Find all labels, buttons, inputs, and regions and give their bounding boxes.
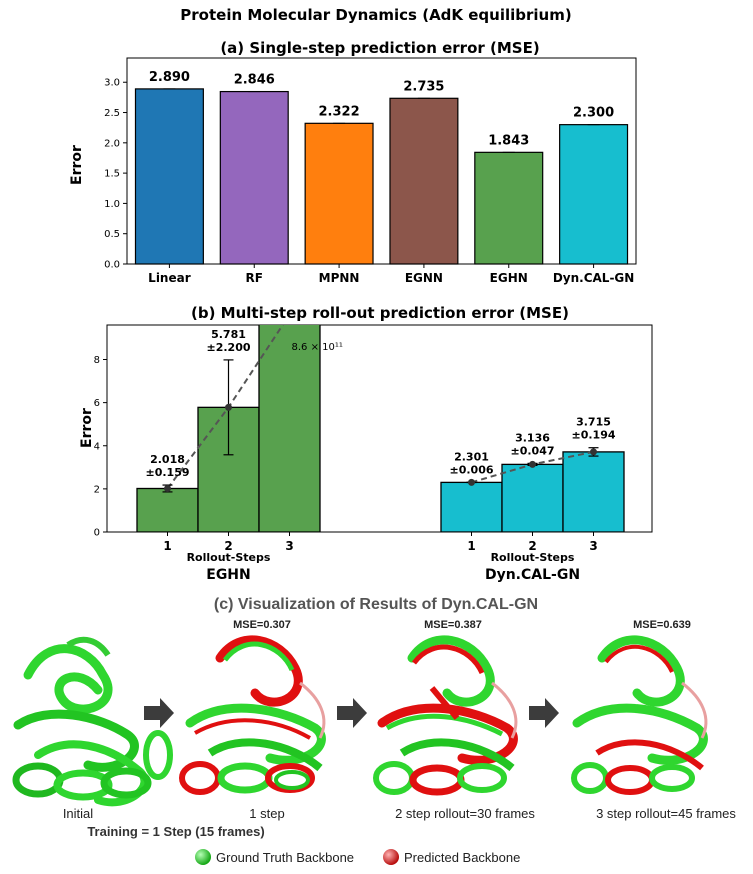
bar-error-label: ±2.200 (206, 341, 250, 354)
bar-value-label: 2.735 (403, 79, 444, 94)
figure-title: Protein Molecular Dynamics (AdK equilibr… (180, 6, 571, 24)
panel-b-title: (b) Multi-step roll-out prediction error… (191, 304, 569, 322)
bar (440, 481, 503, 532)
x-tick-label: Linear (148, 271, 191, 285)
bar-value-label: 2.301 (454, 450, 489, 463)
y-tick-label: 1.5 (104, 169, 120, 180)
bar-value-label: 3.136 (515, 431, 550, 444)
bar-value-label: 8.6 × 10¹¹ (292, 342, 343, 353)
bar (474, 151, 544, 265)
mse-label-3: MSE=0.639 (633, 619, 691, 631)
bar-value-label: 2.018 (150, 453, 185, 466)
arrow-icon (529, 698, 559, 728)
caption-initial: Initial (63, 806, 93, 821)
legend: Ground Truth Backbone Predicted Backbone (195, 849, 520, 865)
bar (501, 463, 564, 532)
panel-a-axes-frame (126, 57, 637, 265)
mse-label-1: MSE=0.307 (233, 619, 291, 631)
bar (219, 90, 289, 265)
data-point (529, 460, 536, 468)
group-xlabel: Rollout-Steps (491, 551, 575, 564)
x-tick-label: RF (246, 271, 263, 285)
y-tick-label: 2 (94, 484, 100, 495)
panel-c-title: (c) Visualization of Results of Dyn.CAL-… (214, 596, 538, 613)
legend-ground-truth-label: Ground Truth Backbone (216, 850, 354, 865)
arrow-icon (144, 698, 174, 728)
bar-error-label: ±0.194 (571, 429, 615, 442)
bar-error-label: ±0.006 (449, 463, 493, 476)
y-tick-label: 3.0 (104, 78, 120, 89)
x-tick-label: 1 (467, 539, 475, 553)
y-tick-label: 0.0 (104, 260, 120, 271)
caption-1-step: 1 step (249, 806, 284, 821)
x-tick-label: EGHN (490, 271, 528, 285)
y-tick-label: 4 (94, 441, 100, 452)
y-tick-label: 0.5 (104, 229, 120, 240)
y-tick-label: 0 (94, 528, 100, 539)
bar (258, 325, 321, 532)
bar-value-label: 1.843 (488, 133, 529, 148)
bar-value-label: 2.322 (319, 104, 360, 119)
bar (304, 122, 374, 265)
bar-error-label: ±0.047 (510, 444, 554, 457)
bar (136, 487, 199, 532)
bar (562, 451, 625, 532)
x-tick-label: 3 (589, 539, 597, 553)
bar-value-label: 3.715 (576, 416, 611, 429)
bar-value-label: 5.781 (211, 328, 246, 341)
y-tick-label: 1.0 (104, 199, 120, 210)
protein-3-step (571, 635, 708, 795)
protein-initial (12, 636, 173, 807)
x-tick-label: 2 (528, 539, 536, 553)
protein-1-step (179, 635, 326, 795)
x-tick-label: Dyn.CAL-GN (553, 271, 635, 285)
x-tick-label: 1 (163, 539, 171, 553)
x-tick-label: EGNN (405, 271, 443, 285)
bar (389, 97, 459, 265)
group-name: EGHN (206, 567, 251, 583)
data-point (225, 403, 232, 411)
arrow-icon (337, 698, 367, 728)
legend-ground-truth-marker (195, 849, 211, 865)
panel-b-axes-frame (106, 324, 653, 533)
caption-3-step: 3 step rollout=45 frames (596, 806, 736, 821)
y-tick-label: 6 (94, 398, 100, 409)
legend-predicted-marker (383, 849, 399, 865)
panel-a-ylabel: Error (69, 145, 85, 185)
panel-a-chart: 0.0 0.5 1.0 1.5 2.0 2.5 3.0 2.890 Linear 2.846 RF 2… (104, 57, 637, 285)
bar-error-label: ±0.159 (145, 466, 189, 479)
panel-b-ylabel: Error (79, 408, 95, 448)
bar (134, 88, 204, 265)
bar (559, 124, 629, 265)
mse-label-2: MSE=0.387 (424, 619, 482, 631)
bar-value-label: 2.846 (234, 73, 275, 88)
panel-a-title: (a) Single-step prediction error (MSE) (220, 39, 539, 57)
protein-2-step (373, 635, 518, 796)
x-tick-label: MPNN (319, 271, 360, 285)
x-tick-label: 2 (224, 539, 232, 553)
y-tick-label: 8 (94, 355, 100, 366)
caption-2-step: 2 step rollout=30 frames (395, 806, 535, 821)
data-point (590, 448, 597, 456)
data-point (468, 478, 475, 486)
bar-value-label: 2.890 (149, 70, 190, 85)
group-name: Dyn.CAL-GN (485, 567, 580, 583)
panel-b-chart: 0 2 4 6 8 2.018±0.159 5.781±2.200 8.6 × 10¹¹ 1 2 3… (94, 324, 653, 583)
legend-predicted-label: Predicted Backbone (404, 850, 520, 865)
data-point (164, 484, 171, 492)
y-tick-label: 2.5 (104, 108, 120, 119)
x-tick-label: 3 (285, 539, 293, 553)
panel-b-plot-area (136, 325, 625, 532)
training-note: Training = 1 Step (15 frames) (87, 824, 264, 839)
group-xlabel: Rollout-Steps (187, 551, 271, 564)
bar-value-label: 2.300 (573, 106, 614, 121)
y-tick-label: 2.0 (104, 138, 120, 149)
